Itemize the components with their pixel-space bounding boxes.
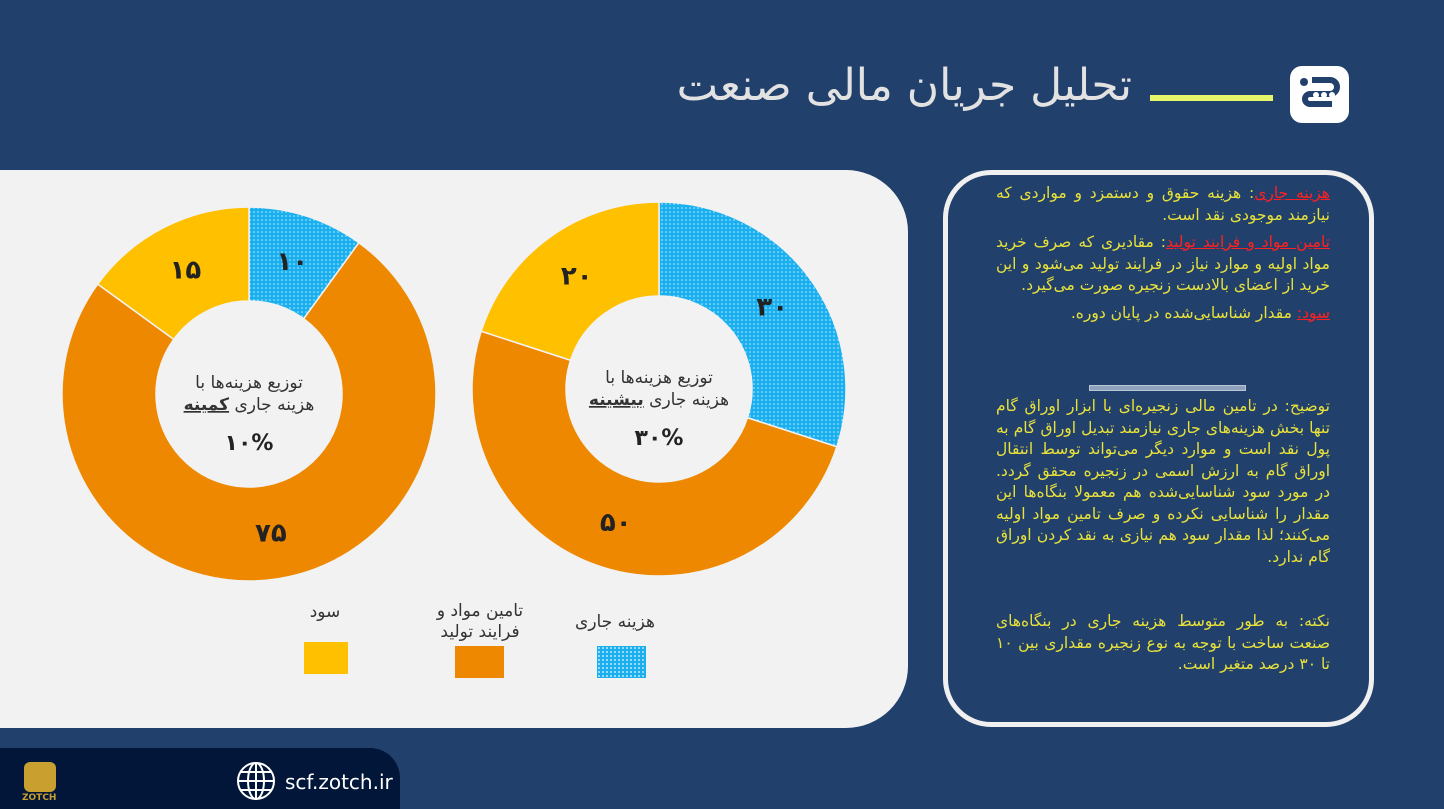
chart-center-value: ۳۰% [635,426,684,451]
chart-title-line1: توزیع هزینه‌ها با [605,368,713,388]
chart-center-value: ۱۰% [225,431,274,456]
slice-profit [96,206,250,341]
legend-label-material: تامین مواد و فرایند تولید [436,601,524,642]
slice-label-material: ۷۵ [255,518,287,548]
zotch-logo [1290,66,1349,123]
legend-label-profit: سود [309,602,341,622]
term-material-desc: : مقادیری که صرف خرید مواد اولیه و موارد… [996,233,1330,294]
term-profit-desc: مقدار شناسایی‌شده در پایان دوره. [1070,303,1297,322]
page-title: تحلیل جریان مالی صنعت [676,60,1132,111]
legend-swatch-profit [304,642,348,674]
footer: ZOTCH [0,748,400,809]
definitions: هزینه جاری: هزینه حقوق و دستمزد و مواردی… [996,183,1330,324]
info-panel: هزینه جاری: هزینه حقوق و دستمزد و مواردی… [943,170,1374,727]
legend-swatch-material [455,646,504,678]
description: توضیح: در تامین مالی زنجیره‌ای با ابزار … [996,397,1330,566]
slice-material [471,330,838,577]
slice-current [658,201,847,448]
website-link[interactable]: scf.zotch.ir [285,770,393,794]
footer-logo [24,762,56,792]
divider [1089,385,1246,391]
slice-material [61,241,437,582]
donut-hole [157,302,341,486]
term-material: تامین مواد و فرایند تولید [1165,233,1330,251]
title-underline [1150,95,1273,101]
term-current-desc: : هزینه حقوق و دستمزد و مواردی که نیازمن… [996,184,1330,224]
legend-label-current: هزینه جاری [575,612,655,632]
legend-swatch-current [597,646,646,678]
slice-label-profit: ۱۵ [170,255,202,285]
term-current: هزینه جاری [1254,184,1330,202]
slice-label-current: ۳۰ [756,293,788,323]
donut-hole [567,297,751,481]
chart-title-line1: توزیع هزینه‌ها با [195,373,303,393]
chart-title-line2: هزینه جاری بیشینه [589,390,729,410]
slice-label-current: ۱۰ [276,247,308,277]
globe-icon [237,762,275,800]
note: نکته: به طور متوسط هزینه جاری در بنگاه‌ه… [996,612,1330,673]
slice-label-profit: ۲۰ [561,262,593,292]
term-profit: سود: [1296,303,1330,322]
footer-brand: ZOTCH [22,793,57,803]
chart-title-line2: هزینه جاری کمینه [184,395,315,415]
slice-label-material: ۵۰ [600,508,632,538]
slice-profit [480,201,660,362]
